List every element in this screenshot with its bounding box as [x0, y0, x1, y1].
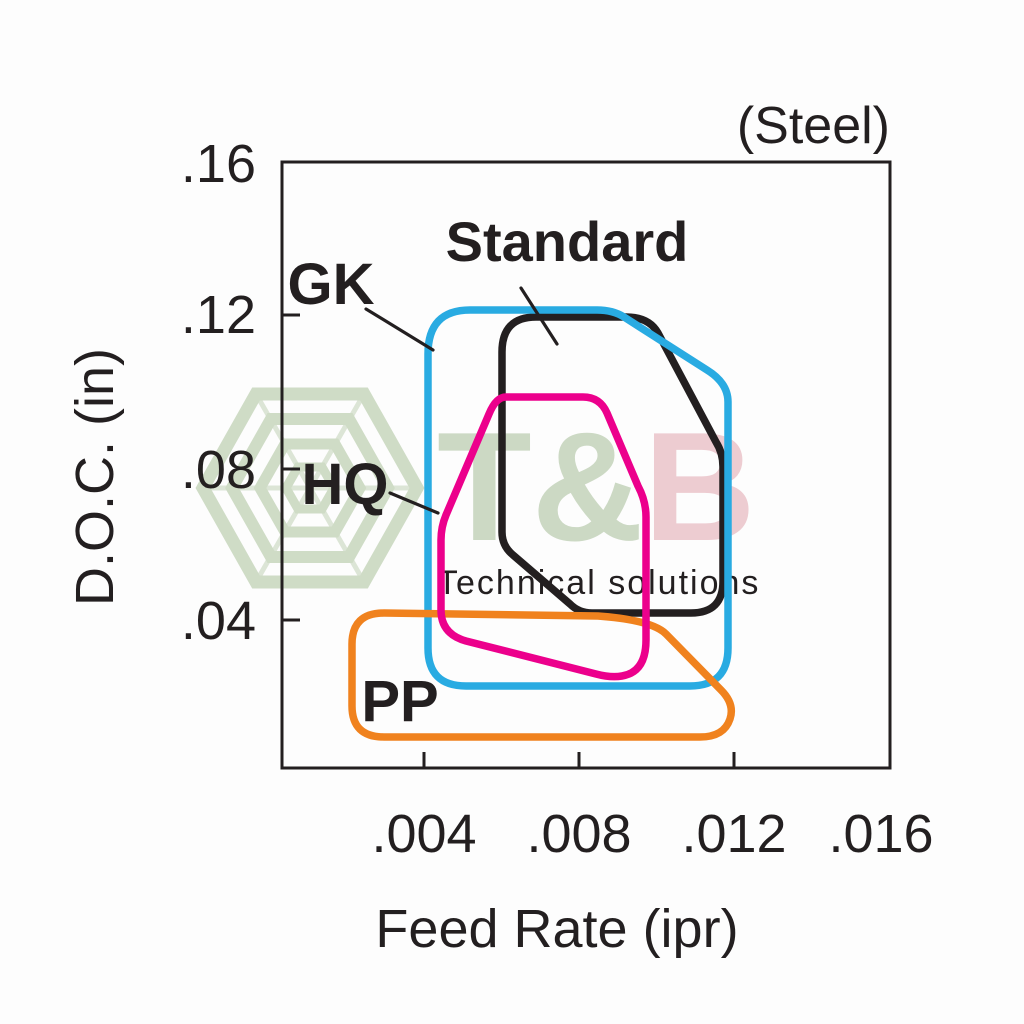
y-axis-ticks [283, 313, 300, 622]
hq-leader-line [388, 491, 440, 515]
hq-label: HQ [302, 452, 389, 517]
pp-label: PP [361, 669, 438, 734]
y-tick-004: .04 [181, 591, 256, 651]
material-annotation: (Steel) [737, 97, 890, 155]
x-tick-012: .012 [681, 804, 786, 864]
y-axis-title: D.O.C. (in) [65, 348, 125, 606]
watermark-brand: T&B [437, 400, 756, 573]
plot-border [280, 160, 892, 770]
gk-leader-line [364, 307, 435, 352]
standard-label: Standard [446, 210, 689, 273]
x-tick-008: .008 [526, 804, 631, 864]
x-tick-004: .004 [371, 804, 476, 864]
hexagon-ring-mid [225, 413, 395, 563]
region-gk-outline [424, 306, 732, 690]
watermark-brand-right: B [644, 400, 756, 573]
x-axis-title: Feed Rate (ipr) [375, 899, 738, 959]
x-tick-016: .016 [828, 804, 933, 864]
hexagon-ring-inner [253, 438, 367, 538]
x-axis-ticks [422, 752, 736, 767]
y-tick-016: .16 [181, 134, 256, 194]
y-tick-012: .12 [181, 285, 256, 345]
watermark-brand-left: T& [437, 400, 644, 573]
region-pp-outline [348, 609, 736, 741]
region-hq-outline [437, 393, 650, 681]
gk-label: GK [288, 252, 375, 317]
hexagon-ring-outer [195, 387, 425, 589]
watermark-tagline: Technical solutions [437, 564, 760, 602]
hexagon-ring-core [280, 462, 340, 514]
y-tick-008: .08 [181, 440, 256, 500]
standard-leader-line [519, 286, 559, 346]
